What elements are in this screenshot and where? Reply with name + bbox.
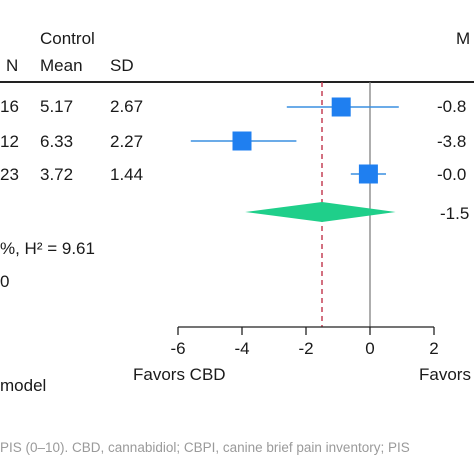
axis-label-right: Favors	[419, 365, 471, 384]
x-tick-label-4: 2	[429, 339, 438, 358]
x-tick-label-1: -4	[234, 339, 249, 358]
extra-stat: 0	[0, 272, 10, 291]
right-group-header: M	[456, 29, 471, 48]
col-mean-header: Mean	[40, 56, 83, 75]
overall-effect: -1.5	[440, 204, 470, 223]
row-2-mean: 6.33	[40, 132, 74, 151]
figure-caption: PIS (0–10). CBD, cannabidiol; CBPI, cani…	[0, 440, 410, 455]
study-1-marker	[331, 97, 351, 117]
x-tick-label-2: -2	[298, 339, 313, 358]
heterogeneity-stat: %, H² = 9.61	[0, 239, 95, 258]
row-2-n: 12	[0, 132, 19, 151]
control-group-header: Control	[40, 29, 95, 48]
x-tick-label-0: -6	[170, 339, 185, 358]
study-3-marker	[358, 164, 378, 184]
row-2-effect: -3.8	[437, 132, 467, 151]
row-1-sd: 2.67	[110, 97, 144, 116]
row-3-effect: -0.0	[437, 165, 467, 184]
row-1-n: 16	[0, 97, 19, 116]
header-rule	[0, 81, 474, 83]
x-tick-label-3: 0	[365, 339, 374, 358]
col-sd-header: SD	[110, 56, 134, 75]
model-label: model	[0, 376, 47, 395]
row-1-mean: 5.17	[40, 97, 74, 116]
row-3-mean: 3.72	[40, 165, 74, 184]
row-3-sd: 1.44	[110, 165, 144, 184]
col-n-header: N	[6, 56, 19, 75]
row-1-effect: -0.8	[437, 97, 467, 116]
axis-label-left: Favors CBD	[133, 365, 226, 384]
overall-diamond	[245, 202, 396, 222]
study-2-marker	[232, 131, 252, 151]
row-2-sd: 2.27	[110, 132, 144, 151]
row-3-n: 23	[0, 165, 19, 184]
